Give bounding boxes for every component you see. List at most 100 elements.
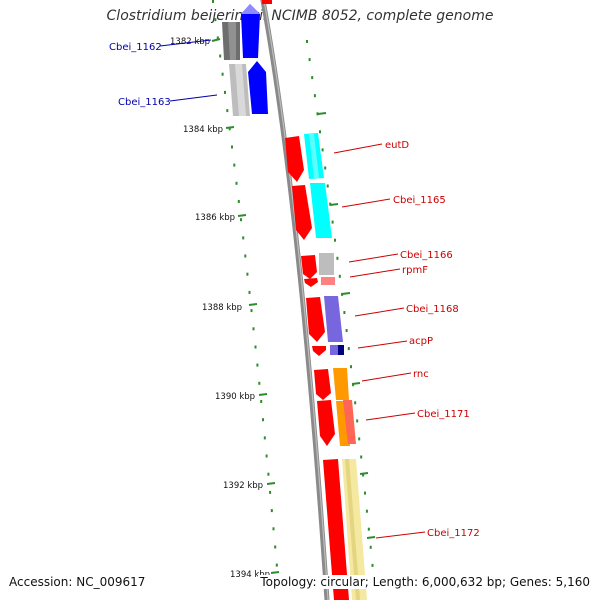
scale-dot bbox=[262, 418, 264, 422]
scale-dot bbox=[244, 254, 247, 258]
scale-dot bbox=[321, 148, 324, 152]
tick-1386: 1386 kbp bbox=[195, 213, 247, 223]
scale-dot bbox=[258, 381, 261, 385]
gene-block-cbei-1166[interactable] bbox=[301, 253, 334, 279]
gene-block-acpP[interactable] bbox=[312, 345, 344, 356]
scale-dot bbox=[360, 455, 363, 459]
gene-label-acpP[interactable]: acpP bbox=[409, 336, 433, 347]
scale-dot bbox=[254, 345, 257, 349]
tick-label: 1394 kbp bbox=[230, 570, 270, 580]
tick-label: 1386 kbp bbox=[195, 213, 235, 223]
scale-dot bbox=[219, 54, 222, 58]
gene-label-cbei-1162[interactable]: Cbei_1162 bbox=[109, 42, 162, 53]
gene-block-rnc[interactable] bbox=[314, 368, 349, 400]
gene-block-cbei-1171[interactable] bbox=[317, 400, 356, 446]
gene-block-eutD[interactable] bbox=[285, 133, 324, 182]
scale-dot bbox=[214, 18, 217, 22]
scale-dot bbox=[265, 454, 268, 458]
gene-block-cbei-1165[interactable] bbox=[292, 183, 332, 240]
gene-block-cbei-1163[interactable] bbox=[229, 61, 268, 116]
scale-dot bbox=[358, 437, 361, 441]
scale-dot bbox=[237, 200, 240, 203]
gene-block-cbei-1168[interactable] bbox=[306, 296, 343, 342]
scale-dot bbox=[345, 329, 348, 332]
tick-label: 1384 kbp bbox=[183, 125, 223, 135]
scale-dot bbox=[274, 545, 277, 549]
scale-dot bbox=[212, 0, 214, 3]
right-ticks bbox=[317, 112, 376, 539]
gene-label-rpmF[interactable]: rpmF bbox=[402, 265, 428, 276]
scale-dot bbox=[233, 163, 236, 167]
gene-block-cbei-1172[interactable] bbox=[323, 459, 367, 600]
scale-dot bbox=[252, 327, 255, 331]
scale-dot bbox=[356, 419, 359, 423]
tick-1384: 1384 kbp bbox=[183, 125, 235, 135]
scale-dot bbox=[235, 181, 238, 185]
gene-label-cbei-1172[interactable]: Cbei_1172 bbox=[427, 528, 480, 539]
scale-dot bbox=[263, 436, 266, 440]
scale-dot bbox=[242, 236, 245, 240]
tick-1390: 1390 kbp bbox=[215, 392, 268, 402]
scale-dot bbox=[324, 166, 327, 170]
scale-dot bbox=[331, 220, 334, 224]
gene-block-cbei-1162[interactable] bbox=[222, 4, 260, 60]
scale-dot bbox=[246, 272, 249, 276]
tick-label: 1392 kbp bbox=[223, 481, 263, 491]
tick-label: 1388 kbp bbox=[202, 303, 242, 313]
gene-label-rnc[interactable]: rnc bbox=[413, 369, 429, 380]
scale-dot bbox=[275, 563, 278, 567]
scale-dot bbox=[354, 401, 357, 405]
scale-dot bbox=[221, 72, 224, 76]
genome-summary-text: Topology: circular; Length: 6,000,632 bp… bbox=[258, 575, 590, 589]
genome-title: Clostridium beijerinckii NCIMB 8052, com… bbox=[106, 8, 494, 24]
gene-label-cbei-1166[interactable]: Cbei_1166 bbox=[400, 250, 453, 261]
scale-dot bbox=[338, 274, 341, 278]
scale-dot bbox=[371, 563, 374, 567]
scale-dot bbox=[326, 184, 329, 188]
scale-dot bbox=[224, 90, 226, 94]
scale-dot bbox=[362, 473, 365, 477]
scale-dot bbox=[365, 509, 368, 513]
gene-label-cbei-1165[interactable]: Cbei_1165 bbox=[393, 195, 446, 206]
scale-dot bbox=[311, 76, 314, 80]
leader-lines bbox=[159, 39, 426, 539]
tick-1394: 1394 kbp bbox=[230, 570, 280, 580]
accession-text: Accession: NC_009617 bbox=[9, 575, 146, 589]
gene-block-rpmF[interactable] bbox=[304, 277, 335, 287]
scale-dot bbox=[272, 527, 275, 531]
scale-dot bbox=[256, 363, 259, 367]
scale-dot bbox=[269, 490, 272, 494]
gene-label-cbei-1163[interactable]: Cbei_1163 bbox=[118, 97, 171, 108]
scale-dot bbox=[316, 112, 319, 116]
scale-dot bbox=[250, 309, 253, 313]
gene-label-cbei-1171[interactable]: Cbei_1171 bbox=[417, 409, 470, 420]
tick-label: 1390 kbp bbox=[215, 392, 255, 402]
scale-dot bbox=[350, 365, 352, 369]
scale-dot bbox=[334, 238, 336, 242]
scale-dot bbox=[364, 491, 366, 495]
scale-dot bbox=[343, 311, 346, 314]
scale-dot bbox=[260, 400, 263, 403]
scale-dots-left bbox=[212, 0, 280, 585]
scale-dot bbox=[270, 509, 273, 513]
scale-dot bbox=[231, 145, 233, 149]
tick-1388: 1388 kbp bbox=[202, 303, 258, 313]
scale-dot bbox=[313, 94, 316, 98]
partial-red-gene bbox=[262, 0, 272, 4]
backbone-line bbox=[260, 0, 330, 600]
scale-dot bbox=[248, 290, 251, 294]
tick-1392: 1392 kbp bbox=[223, 481, 276, 491]
scale-dot bbox=[216, 36, 219, 40]
scale-dot bbox=[336, 256, 339, 260]
scale-dot bbox=[367, 527, 370, 531]
scale-dot bbox=[226, 109, 229, 113]
gene-label-cbei-1168[interactable]: Cbei_1168 bbox=[406, 304, 459, 315]
scale-dot bbox=[267, 472, 270, 476]
scale-dot bbox=[369, 545, 372, 549]
gene-label-eutD[interactable]: eutD bbox=[385, 140, 409, 151]
scale-dot bbox=[306, 40, 308, 43]
backbone-highlight bbox=[263, 0, 329, 600]
scale-dot bbox=[240, 218, 242, 222]
scale-dot bbox=[228, 127, 231, 131]
